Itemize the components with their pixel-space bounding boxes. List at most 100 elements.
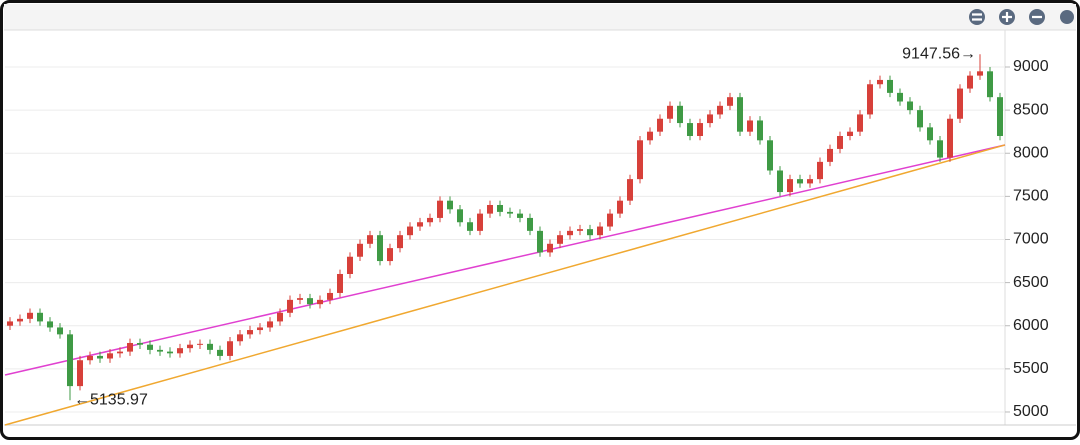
- candle-body: [537, 230, 543, 253]
- candle-body: [987, 71, 993, 98]
- candle-body: [227, 341, 233, 356]
- candle-body: [477, 213, 483, 231]
- y-tick-label: 5500: [1013, 360, 1049, 377]
- candle-body: [237, 334, 243, 342]
- candle-body: [917, 110, 923, 128]
- candle-body: [387, 248, 393, 262]
- candle-body: [267, 321, 273, 328]
- candle-body: [607, 213, 613, 227]
- candle-body: [997, 97, 1003, 136]
- candle-body: [347, 256, 353, 274]
- candle-body: [427, 217, 433, 223]
- candle-body: [737, 97, 743, 132]
- candle-body: [677, 105, 683, 124]
- candle-body: [317, 299, 323, 305]
- candle-body: [887, 79, 893, 93]
- candle-body: [47, 321, 53, 328]
- min-label: ←5135.97: [74, 391, 148, 408]
- candle-body: [717, 105, 723, 115]
- candle-body: [377, 235, 383, 262]
- candle-body: [957, 88, 963, 119]
- candle-body: [907, 101, 913, 111]
- max-label: 9147.56→: [902, 45, 976, 62]
- candle-body: [187, 344, 193, 349]
- candle-body: [447, 200, 453, 210]
- menu-button[interactable]: [969, 9, 985, 25]
- candle-body: [857, 114, 863, 132]
- candle-body: [967, 75, 973, 89]
- candle-body: [707, 114, 713, 124]
- candle-body: [127, 342, 133, 352]
- candle-body: [937, 140, 943, 158]
- candle-body: [357, 243, 363, 257]
- y-tick-label: 7500: [1013, 188, 1049, 205]
- candle-body: [787, 179, 793, 193]
- y-tick-label: 6000: [1013, 317, 1049, 334]
- candle-body: [567, 230, 573, 236]
- candle-body: [7, 321, 13, 326]
- candle-body: [687, 123, 693, 136]
- candle-body: [67, 334, 73, 387]
- candle-body: [257, 327, 263, 331]
- trendline: [4, 144, 1006, 426]
- candle-body: [207, 343, 213, 350]
- candle-body: [57, 327, 63, 335]
- candle-body: [147, 344, 153, 350]
- candle-body: [437, 200, 443, 218]
- candle-body: [247, 330, 253, 335]
- candle-body: [487, 204, 493, 214]
- candle-body: [557, 235, 563, 244]
- candle-body: [757, 120, 763, 141]
- candle-body: [587, 229, 593, 236]
- candle-body: [467, 222, 473, 231]
- candle-body: [927, 127, 933, 141]
- candle-body: [117, 351, 123, 354]
- candle-body: [167, 351, 173, 354]
- candle-body: [867, 84, 873, 115]
- candle-body: [407, 226, 413, 236]
- candle-body: [327, 292, 333, 300]
- candle-body: [807, 179, 813, 184]
- candle-body: [747, 120, 753, 132]
- candle-body: [27, 312, 33, 319]
- y-tick-label: 8500: [1013, 101, 1049, 118]
- candle-body: [977, 71, 983, 76]
- y-tick-label: 5000: [1013, 403, 1049, 420]
- candle-body: [517, 213, 523, 218]
- candle-body: [797, 179, 803, 184]
- candle-body: [657, 118, 663, 132]
- settings-button[interactable]: [1060, 10, 1074, 24]
- candle-body: [667, 105, 673, 119]
- candle-body: [97, 355, 103, 359]
- candle-body: [697, 123, 703, 136]
- candle-body: [877, 79, 883, 85]
- candle-body: [767, 140, 773, 171]
- candle-body: [87, 355, 93, 361]
- candle-body: [947, 118, 953, 158]
- candle-body: [217, 349, 223, 356]
- candle-body: [177, 348, 183, 354]
- candle-body: [157, 349, 163, 352]
- candle-body: [547, 243, 553, 253]
- button-glyphs: [972, 12, 1042, 22]
- candle-body: [827, 148, 833, 162]
- y-tick-label: 6500: [1013, 274, 1049, 291]
- candle-body: [197, 343, 203, 345]
- y-tick-label: 8000: [1013, 144, 1049, 161]
- candle-body: [137, 342, 143, 345]
- candle-body: [37, 312, 43, 322]
- candle-body: [817, 161, 823, 180]
- y-tick-label: 7000: [1013, 231, 1049, 248]
- y-tick-label: 9000: [1013, 58, 1049, 75]
- candle-body: [637, 140, 643, 180]
- candle-body: [647, 131, 653, 141]
- candle-body: [337, 273, 343, 293]
- candle-body: [367, 235, 373, 244]
- candle-body: [777, 170, 783, 193]
- candle-body: [577, 229, 583, 231]
- candle-body: [307, 298, 313, 305]
- candle-body: [617, 200, 623, 214]
- candle-body: [897, 92, 903, 102]
